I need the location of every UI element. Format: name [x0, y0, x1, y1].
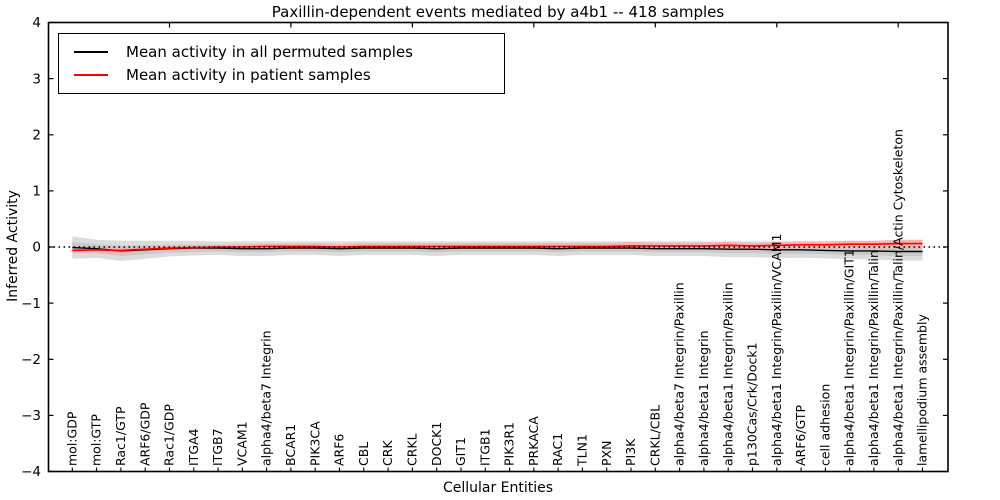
chart-title: Paxillin-dependent events mediated by a4… — [271, 3, 725, 21]
x-tick-label: PIK3R1 — [502, 422, 517, 466]
legend-item-patient: Mean activity in patient samples — [59, 66, 504, 84]
x-tick-label: p130Cas/Crk/Dock1 — [745, 342, 760, 466]
x-tick-label: alpha4/beta1 Integrin/Paxillin/VCAM1 — [769, 234, 784, 466]
y-tick-label: −4 — [21, 464, 41, 480]
x-tick-label: TLN1 — [575, 434, 590, 467]
x-tick-label: mol:GDP — [64, 411, 79, 466]
legend-label-patient: Mean activity in patient samples — [126, 66, 371, 85]
y-tick-label: −3 — [21, 408, 41, 424]
x-tick-label: VCAM1 — [234, 421, 249, 466]
x-tick-label: alpha4/beta1 Integrin/Paxillin/GIT1 — [842, 249, 857, 466]
permuted-mean-line — [72, 246, 923, 253]
x-tick-label: PIK3CA — [307, 421, 322, 466]
y-tick-label: 4 — [32, 15, 41, 31]
x-tick-label: ARF6/GTP — [793, 405, 808, 466]
x-tick-label: GIT1 — [453, 437, 468, 466]
patient-line-swatch — [74, 74, 108, 77]
x-tick-label: Rac1/GDP — [162, 404, 177, 466]
x-tick-label: alpha4/beta7 Integrin/Paxillin — [672, 282, 687, 466]
x-tick-label: lamellipodium assembly — [915, 314, 930, 466]
x-tick-label: DOCK1 — [429, 422, 444, 466]
x-tick-label: alpha4/beta1 Integrin/Paxillin/Talin — [866, 250, 881, 466]
x-tick-label: alpha4/beta1 Integrin/Paxillin/Talin/Act… — [890, 129, 905, 466]
x-tick-label: mol:GTP — [89, 414, 104, 466]
y-tick-label: 2 — [32, 128, 41, 144]
x-axis-label: Cellular Entities — [442, 480, 554, 496]
x-tick-label: ITGA4 — [186, 428, 201, 466]
x-tick-label: CRKL — [405, 433, 420, 466]
x-tick-label: Rac1/GTP — [113, 406, 128, 466]
x-tick-label: PRKACA — [526, 416, 541, 466]
legend-item-permuted: Mean activity in all permuted samples — [59, 43, 504, 61]
x-tick-label: BCAR1 — [283, 424, 298, 466]
y-tick-label: 1 — [32, 184, 41, 200]
x-tick-label: ITGB7 — [210, 428, 225, 466]
y-tick-label: −1 — [21, 296, 41, 312]
x-tick-label: ARF6 — [332, 434, 347, 466]
x-tick-label: cell adhesion — [818, 384, 833, 466]
y-tick-label: 0 — [32, 240, 41, 256]
y-tick-label: 3 — [32, 71, 41, 87]
x-tick-label: PXN — [599, 441, 614, 466]
legend-label-permuted: Mean activity in all permuted samples — [126, 42, 413, 61]
x-tick-label: CBL — [356, 442, 371, 466]
x-tick-label: alpha4/beta1 Integrin — [696, 330, 711, 466]
x-tick-label: CRK — [380, 440, 395, 466]
legend-box: Mean activity in all permuted samples Me… — [58, 33, 505, 94]
permuted-line-swatch — [74, 50, 108, 53]
x-tick-label: ITGB1 — [477, 428, 492, 466]
x-tick-label: alpha4/beta7 Integrin — [259, 330, 274, 466]
x-tick-label: alpha4/beta1 Integrin/Paxillin — [720, 282, 735, 466]
x-tick-label: PI3K — [623, 438, 638, 466]
x-tick-label: CRKL/CBL — [647, 405, 662, 466]
y-tick-label: −2 — [21, 352, 41, 368]
x-tick-label: RAC1 — [550, 433, 565, 466]
x-tick-label: ARF6/GDP — [137, 402, 152, 466]
